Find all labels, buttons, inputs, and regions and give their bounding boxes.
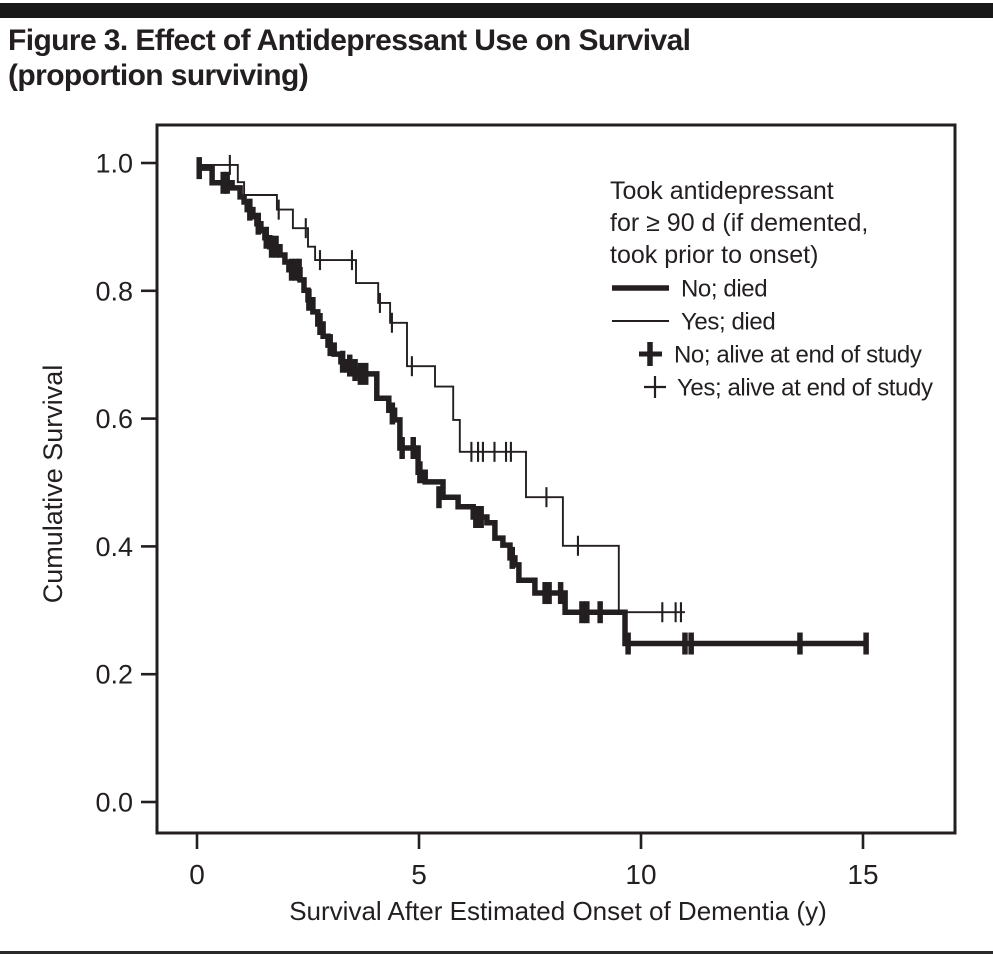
bottom-rule	[0, 951, 993, 954]
x-axis-title: Survival After Estimated Onset of Dement…	[289, 896, 827, 926]
figure-title-line2: (proportion surviving)	[8, 58, 309, 92]
legend: Took antidepressant for ≥ 90 d (if dement…	[610, 177, 933, 402]
series-yes-died	[197, 154, 685, 623]
series-no-died	[196, 157, 869, 655]
no-died-curve	[197, 165, 868, 647]
y-tick-label: 0.2	[95, 660, 133, 690]
figure-title-line1: Figure 3. Effect of Antidepressant Use o…	[8, 24, 691, 57]
legend-heading-line: took prior to onset)	[610, 241, 818, 269]
legend-entry-label: Yes; died	[681, 309, 775, 336]
legend-entry-label: No; alive at end of study	[674, 342, 922, 369]
y-tick-label: 0.4	[95, 532, 133, 562]
figure-title: Figure 3. Effect of Antidepressant Use o…	[8, 24, 968, 94]
top-rule	[0, 3, 993, 18]
y-tick-label: 0.6	[95, 404, 133, 434]
legend-heading-line: for ≥ 90 d (if demented,	[610, 209, 868, 237]
yes-died-curve	[197, 163, 685, 614]
legend-entry-label: Yes; alive at end of study	[677, 375, 933, 402]
y-tick-label: 0.0	[95, 788, 133, 818]
legend-heading-line: Took antidepressant	[610, 177, 834, 205]
y-axis-title: Cumulative Survival	[38, 365, 68, 604]
y-tick-label: 0.8	[95, 276, 133, 306]
x-tick-label: 5	[411, 859, 427, 890]
plot-box	[155, 123, 957, 835]
x-tick-label: 0	[189, 859, 205, 890]
x-axis: 0 5 10 15	[189, 833, 879, 890]
y-axis: 1.0 0.8 0.6 0.4 0.2 0.0	[95, 149, 157, 818]
legend-entry-label: No; died	[681, 276, 767, 303]
x-tick-label: 10	[625, 859, 656, 890]
y-tick-label: 1.0	[95, 149, 133, 179]
x-tick-label: 15	[847, 859, 878, 890]
